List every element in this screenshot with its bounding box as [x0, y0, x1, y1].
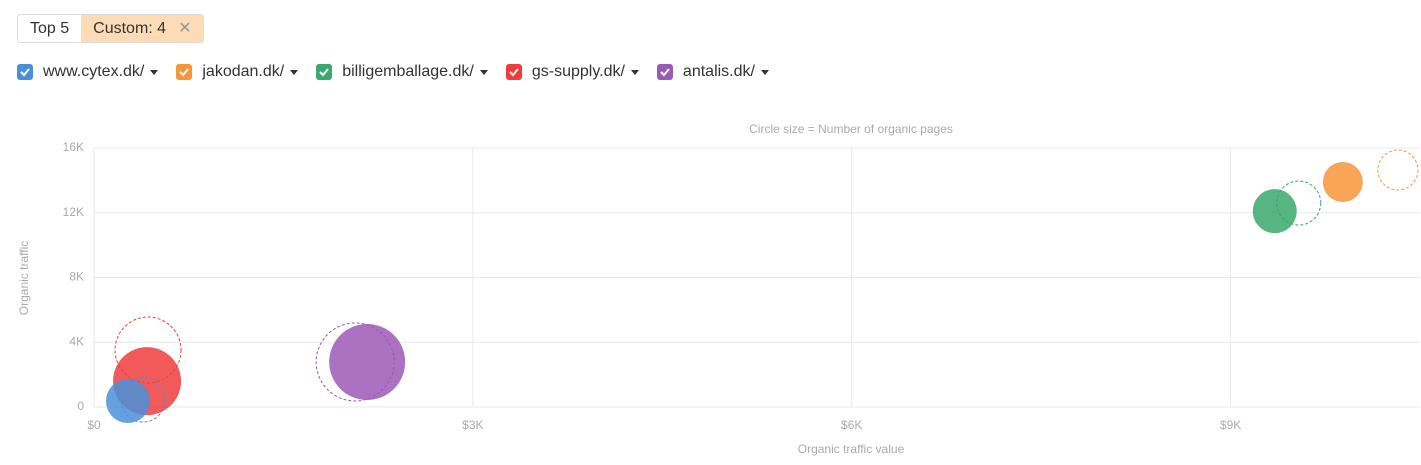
tabs: Top 5 Custom: 4 ✕ [17, 14, 205, 43]
dropdown-arrow[interactable] [760, 69, 769, 75]
tab-label: Custom: 4 [93, 20, 167, 37]
legend-label: www.cytex.dk/ [43, 63, 145, 80]
legend-item[interactable]: billigemballage.dk/ [316, 63, 488, 81]
check-icon [660, 68, 670, 77]
y-tick-label: 8K [69, 270, 84, 284]
tab[interactable]: Custom: 4 ✕ [81, 15, 204, 42]
legend-item[interactable]: jakodan.dk/ [176, 63, 299, 81]
y-tick-label: 4K [69, 334, 84, 348]
check-icon [509, 68, 519, 77]
legend-checkbox[interactable] [17, 64, 33, 80]
legend-label: jakodan.dk/ [202, 63, 285, 80]
bubble [1252, 189, 1297, 234]
legend-item[interactable]: www.cytex.dk/ [17, 63, 159, 81]
dropdown-arrow[interactable] [150, 69, 159, 75]
close-icon[interactable]: ✕ [178, 20, 192, 37]
bubble-previous [114, 316, 182, 384]
legend-checkbox[interactable] [656, 64, 673, 80]
legend-item[interactable]: gs-supply.dk/ [505, 63, 639, 81]
legend-checkbox[interactable] [176, 64, 193, 80]
check-icon [319, 68, 329, 77]
dropdown-arrow[interactable] [479, 69, 488, 75]
x-tick-label: $0 [87, 418, 101, 432]
legend-label: antalis.dk/ [682, 63, 755, 80]
bubble-previous [315, 322, 395, 402]
dropdown-arrow[interactable] [290, 69, 299, 75]
chart-subtitle: Circle size = Number of organic pages [749, 122, 953, 136]
y-tick-label: 0 [77, 399, 84, 413]
bubble-previous [1377, 149, 1419, 191]
y-axis-title: Organic traffic [17, 241, 31, 315]
bubble [105, 379, 150, 424]
bubble [1322, 161, 1363, 202]
check-icon [20, 68, 30, 77]
check-icon [179, 68, 190, 77]
y-tick-label: 12K [63, 205, 84, 219]
x-tick-label: $3K [462, 418, 483, 432]
legend-item[interactable]: antalis.dk/ [656, 63, 769, 81]
legend: www.cytex.dk/jakodan.dk/billigemballage.… [17, 63, 787, 81]
legend-label: gs-supply.dk/ [531, 63, 625, 80]
bubble-previous [120, 377, 166, 423]
x-tick-label: $6K [841, 418, 862, 432]
y-tick-label: 16K [63, 140, 84, 154]
bubble-previous [1276, 180, 1322, 226]
x-axis-title: Organic traffic value [798, 442, 905, 456]
legend-label: billigemballage.dk/ [342, 63, 474, 80]
tab[interactable]: Top 5 [30, 20, 70, 37]
legend-checkbox[interactable] [505, 64, 522, 80]
dropdown-arrow[interactable] [630, 69, 639, 75]
legend-checkbox[interactable] [316, 64, 333, 80]
bubble [329, 323, 406, 400]
x-tick-label: $9K [1220, 418, 1241, 432]
